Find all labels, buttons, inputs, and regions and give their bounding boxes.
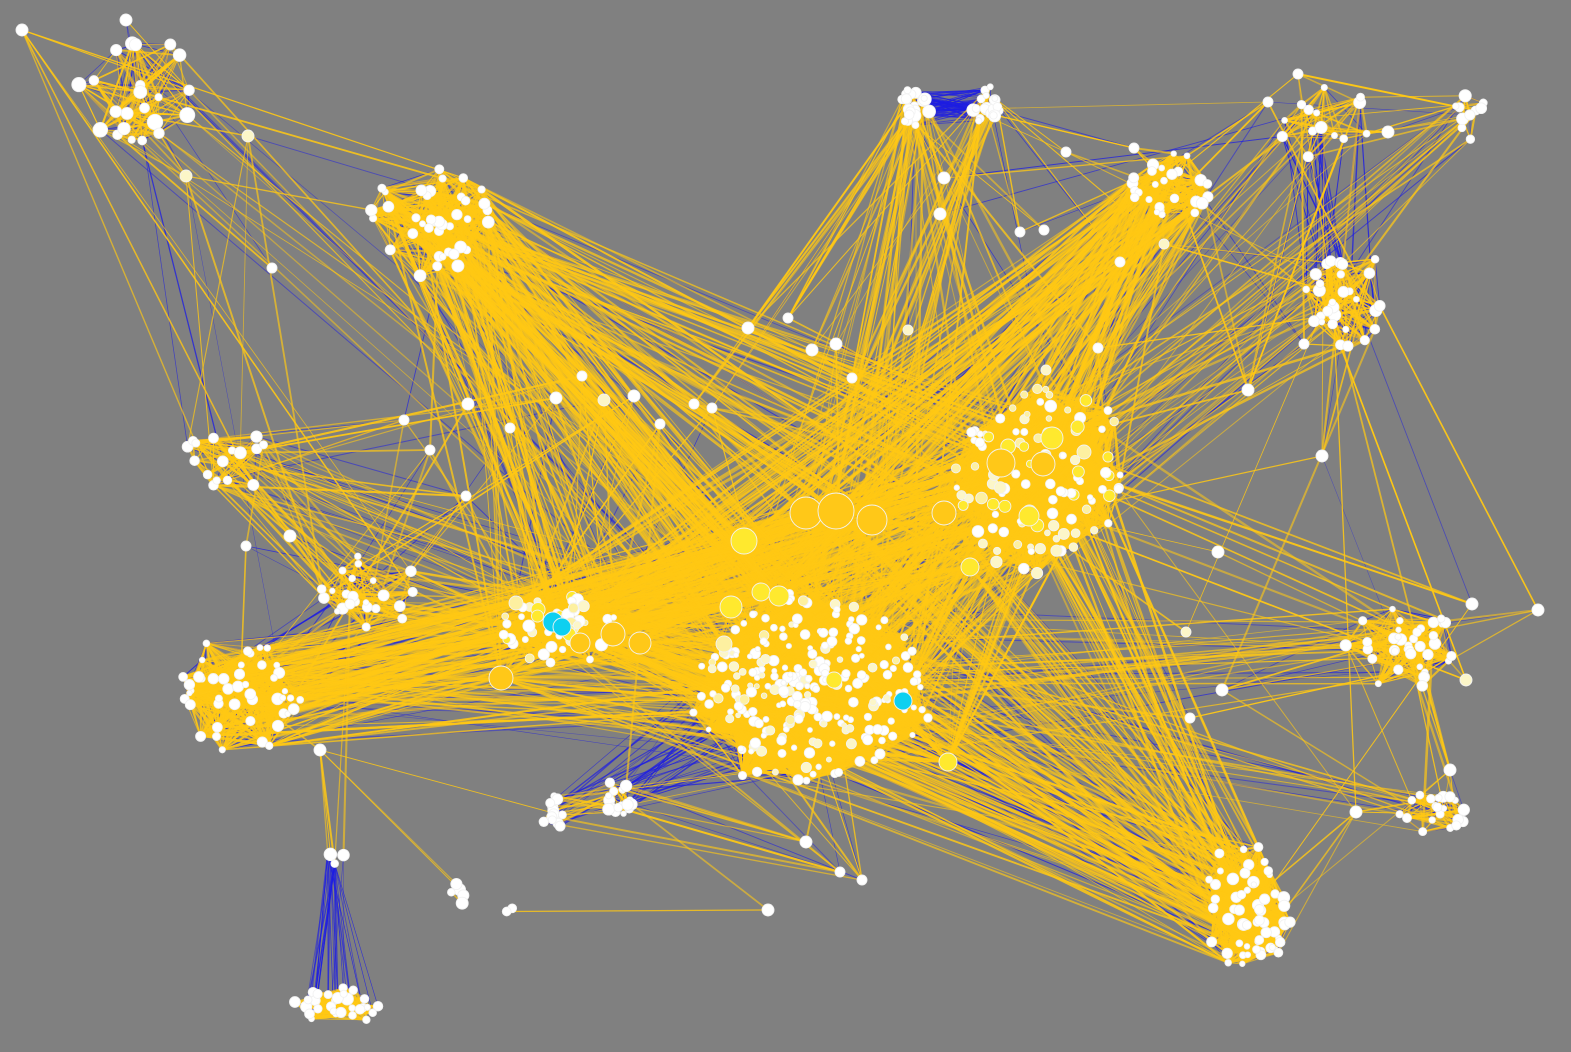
- graph-edge: [78, 49, 117, 85]
- graph-edge: [1323, 87, 1367, 134]
- graph-edge: [1374, 259, 1381, 306]
- graph-edge: [1307, 109, 1310, 157]
